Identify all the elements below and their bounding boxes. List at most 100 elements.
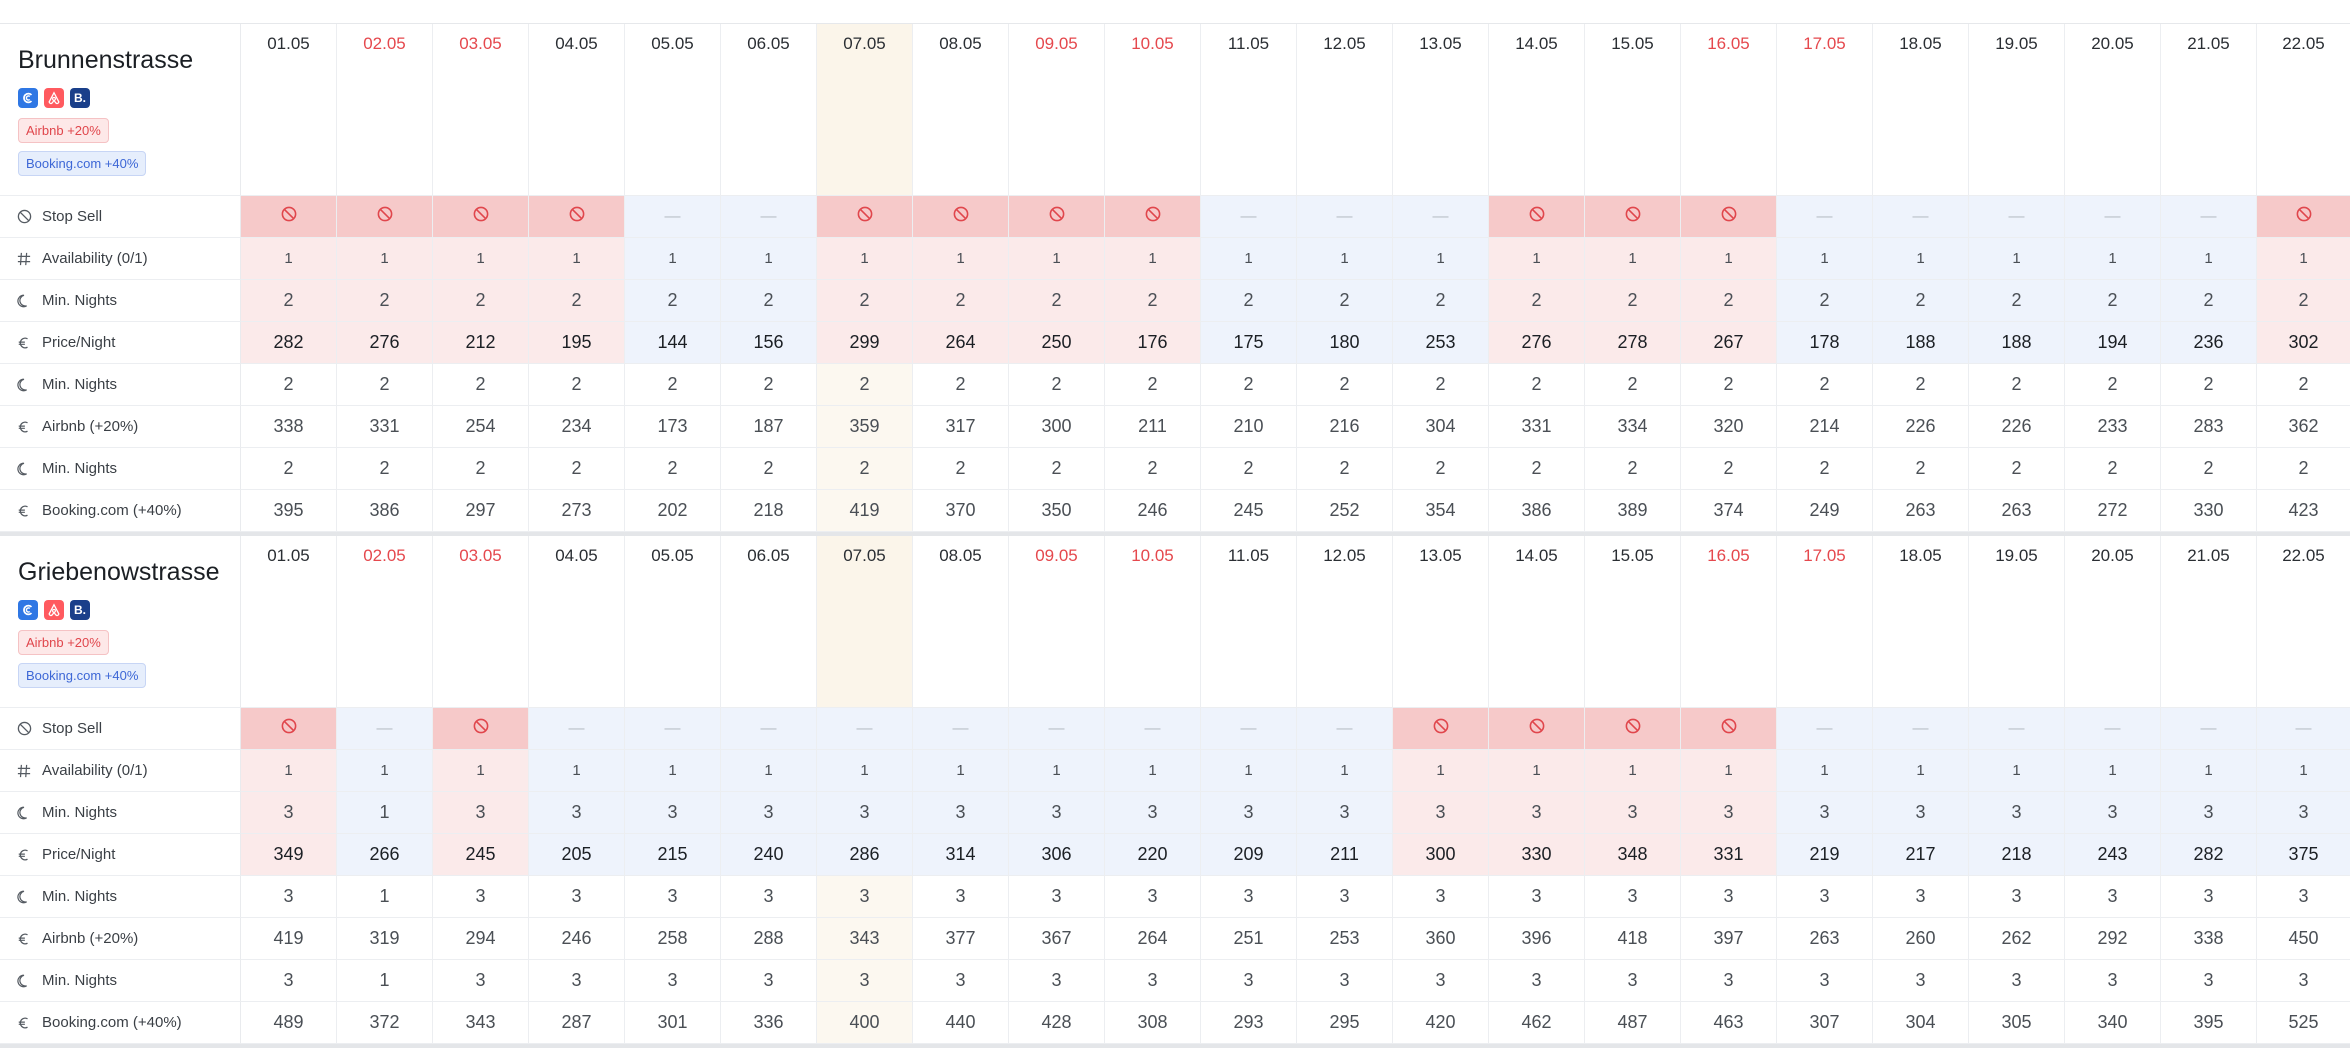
date-header[interactable]: 18.05 bbox=[1873, 24, 1969, 196]
airbnb-price-cell[interactable]: 331 bbox=[1489, 406, 1585, 448]
stop-sell-off-cell[interactable]: — bbox=[1873, 708, 1969, 750]
date-header[interactable]: 12.05 bbox=[1297, 24, 1393, 196]
booking-min-nights-cell[interactable]: 3 bbox=[913, 960, 1009, 1002]
airbnb-price-cell[interactable]: 419 bbox=[241, 918, 337, 960]
booking-price-cell[interactable]: 295 bbox=[1297, 1002, 1393, 1044]
availability-cell[interactable]: 1 bbox=[529, 750, 625, 792]
availability-cell[interactable]: 1 bbox=[2257, 238, 2350, 280]
stop-sell-on-cell[interactable] bbox=[1009, 196, 1105, 238]
airbnb-price-cell[interactable]: 317 bbox=[913, 406, 1009, 448]
stop-sell-off-cell[interactable]: — bbox=[2257, 708, 2350, 750]
price-night-cell[interactable]: 188 bbox=[1873, 322, 1969, 364]
stop-sell-on-cell[interactable] bbox=[1489, 708, 1585, 750]
date-header[interactable]: 17.05 bbox=[1777, 536, 1873, 708]
booking-price-cell[interactable]: 428 bbox=[1009, 1002, 1105, 1044]
booking-min-nights-cell[interactable]: 2 bbox=[1489, 448, 1585, 490]
booking-price-cell[interactable]: 297 bbox=[433, 490, 529, 532]
booking-price-cell[interactable]: 395 bbox=[2161, 1002, 2257, 1044]
booking-price-cell[interactable]: 263 bbox=[1969, 490, 2065, 532]
date-header[interactable]: 15.05 bbox=[1585, 24, 1681, 196]
booking-min-nights-cell[interactable]: 2 bbox=[1873, 448, 1969, 490]
booking-price-cell[interactable]: 374 bbox=[1681, 490, 1777, 532]
booking-price-cell[interactable]: 420 bbox=[1393, 1002, 1489, 1044]
booking-min-nights-cell[interactable]: 2 bbox=[337, 448, 433, 490]
airbnb-price-cell[interactable]: 338 bbox=[241, 406, 337, 448]
airbnb-min-nights-cell[interactable]: 2 bbox=[625, 364, 721, 406]
booking-price-cell[interactable]: 489 bbox=[241, 1002, 337, 1044]
airbnb-min-nights-cell[interactable]: 2 bbox=[1681, 364, 1777, 406]
airbnb-min-nights-cell[interactable]: 3 bbox=[241, 876, 337, 918]
booking-min-nights-cell[interactable]: 3 bbox=[1777, 960, 1873, 1002]
price-night-cell[interactable]: 236 bbox=[2161, 322, 2257, 364]
date-header[interactable]: 05.05 bbox=[625, 24, 721, 196]
min-nights-cell[interactable]: 2 bbox=[1681, 280, 1777, 322]
airbnb-price-cell[interactable]: 396 bbox=[1489, 918, 1585, 960]
min-nights-cell[interactable]: 2 bbox=[529, 280, 625, 322]
booking-min-nights-cell[interactable]: 3 bbox=[721, 960, 817, 1002]
booking-min-nights-cell[interactable]: 3 bbox=[2161, 960, 2257, 1002]
airbnb-price-cell[interactable]: 377 bbox=[913, 918, 1009, 960]
min-nights-cell[interactable]: 2 bbox=[1873, 280, 1969, 322]
availability-cell[interactable]: 1 bbox=[1201, 238, 1297, 280]
availability-cell[interactable]: 1 bbox=[1489, 750, 1585, 792]
booking-price-cell[interactable]: 245 bbox=[1201, 490, 1297, 532]
booking-min-nights-cell[interactable]: 3 bbox=[2257, 960, 2350, 1002]
min-nights-cell[interactable]: 2 bbox=[1105, 280, 1201, 322]
price-night-cell[interactable]: 240 bbox=[721, 834, 817, 876]
date-header[interactable]: 04.05 bbox=[529, 536, 625, 708]
min-nights-cell[interactable]: 2 bbox=[2065, 280, 2161, 322]
price-night-cell[interactable]: 348 bbox=[1585, 834, 1681, 876]
price-night-cell[interactable]: 218 bbox=[1969, 834, 2065, 876]
airbnb-min-nights-cell[interactable]: 2 bbox=[2065, 364, 2161, 406]
booking-price-cell[interactable]: 308 bbox=[1105, 1002, 1201, 1044]
airbnb-min-nights-cell[interactable]: 2 bbox=[721, 364, 817, 406]
availability-cell[interactable]: 1 bbox=[1393, 750, 1489, 792]
airbnb-min-nights-cell[interactable]: 2 bbox=[913, 364, 1009, 406]
airbnb-price-cell[interactable]: 331 bbox=[337, 406, 433, 448]
airbnb-price-cell[interactable]: 258 bbox=[625, 918, 721, 960]
stop-sell-off-cell[interactable]: — bbox=[1777, 196, 1873, 238]
availability-cell[interactable]: 1 bbox=[241, 238, 337, 280]
booking-min-nights-cell[interactable]: 2 bbox=[721, 448, 817, 490]
booking-min-nights-cell[interactable]: 2 bbox=[817, 448, 913, 490]
airbnb-min-nights-cell[interactable]: 3 bbox=[1873, 876, 1969, 918]
booking-price-cell[interactable]: 273 bbox=[529, 490, 625, 532]
availability-cell[interactable]: 1 bbox=[1873, 750, 1969, 792]
booking-price-cell[interactable]: 252 bbox=[1297, 490, 1393, 532]
airbnb-min-nights-cell[interactable]: 2 bbox=[1873, 364, 1969, 406]
stop-sell-off-cell[interactable]: — bbox=[1297, 196, 1393, 238]
booking-price-cell[interactable]: 246 bbox=[1105, 490, 1201, 532]
airbnb-min-nights-cell[interactable]: 2 bbox=[817, 364, 913, 406]
date-header[interactable]: 19.05 bbox=[1969, 536, 2065, 708]
stop-sell-off-cell[interactable]: — bbox=[337, 708, 433, 750]
booking-min-nights-cell[interactable]: 3 bbox=[241, 960, 337, 1002]
airbnb-min-nights-cell[interactable]: 3 bbox=[817, 876, 913, 918]
date-header[interactable]: 14.05 bbox=[1489, 24, 1585, 196]
date-header[interactable]: 11.05 bbox=[1201, 24, 1297, 196]
booking-min-nights-cell[interactable]: 2 bbox=[1009, 448, 1105, 490]
airbnb-price-cell[interactable]: 359 bbox=[817, 406, 913, 448]
stop-sell-off-cell[interactable]: — bbox=[721, 196, 817, 238]
booking-price-cell[interactable]: 301 bbox=[625, 1002, 721, 1044]
price-night-cell[interactable]: 194 bbox=[2065, 322, 2161, 364]
price-night-cell[interactable]: 331 bbox=[1681, 834, 1777, 876]
booking-min-nights-cell[interactable]: 2 bbox=[1393, 448, 1489, 490]
price-night-cell[interactable]: 282 bbox=[241, 322, 337, 364]
airbnb-price-cell[interactable]: 251 bbox=[1201, 918, 1297, 960]
airbnb-min-nights-cell[interactable]: 2 bbox=[1393, 364, 1489, 406]
airbnb-price-cell[interactable]: 300 bbox=[1009, 406, 1105, 448]
booking-min-nights-cell[interactable]: 2 bbox=[1969, 448, 2065, 490]
min-nights-cell[interactable]: 3 bbox=[721, 792, 817, 834]
booking-price-cell[interactable]: 272 bbox=[2065, 490, 2161, 532]
min-nights-cell[interactable]: 2 bbox=[2161, 280, 2257, 322]
availability-cell[interactable]: 1 bbox=[913, 750, 1009, 792]
booking-min-nights-cell[interactable]: 3 bbox=[625, 960, 721, 1002]
availability-cell[interactable]: 1 bbox=[913, 238, 1009, 280]
min-nights-cell[interactable]: 2 bbox=[1489, 280, 1585, 322]
airbnb-min-nights-cell[interactable]: 2 bbox=[1297, 364, 1393, 406]
availability-cell[interactable]: 1 bbox=[1681, 750, 1777, 792]
booking-min-nights-cell[interactable]: 1 bbox=[337, 960, 433, 1002]
date-header[interactable]: 16.05 bbox=[1681, 24, 1777, 196]
booking-min-nights-cell[interactable]: 2 bbox=[1297, 448, 1393, 490]
price-night-cell[interactable]: 253 bbox=[1393, 322, 1489, 364]
